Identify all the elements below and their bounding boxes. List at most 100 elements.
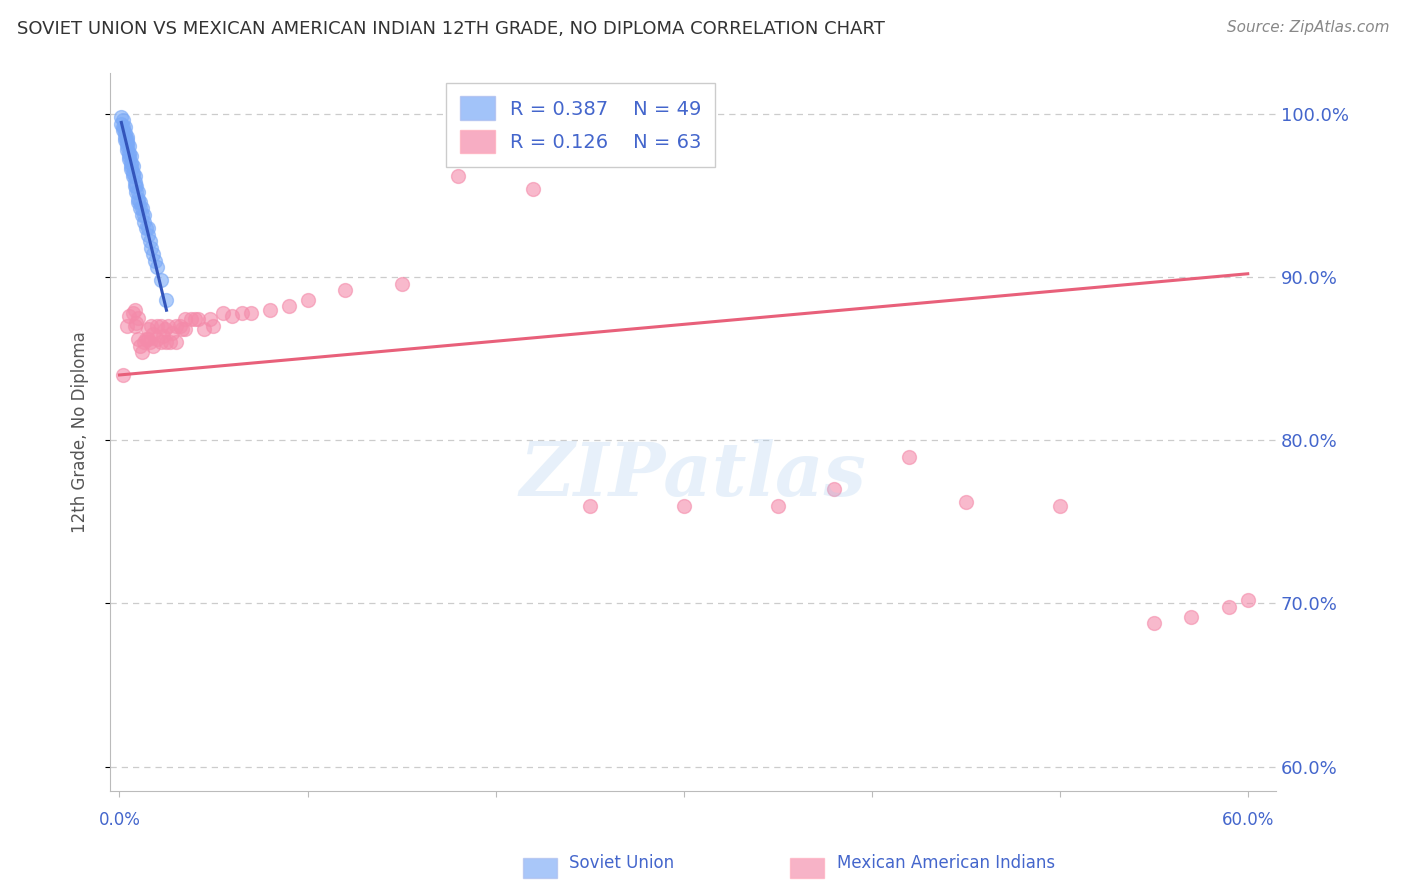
Point bbox=[1236, 593, 1258, 607]
Point bbox=[127, 310, 149, 325]
Point bbox=[1049, 499, 1071, 513]
Point bbox=[118, 149, 141, 163]
Point bbox=[125, 178, 148, 193]
Point bbox=[127, 185, 149, 199]
Point bbox=[193, 322, 215, 336]
Point bbox=[202, 318, 225, 333]
Point bbox=[120, 162, 142, 177]
Point bbox=[124, 169, 146, 183]
Point bbox=[1143, 616, 1166, 631]
Point bbox=[136, 322, 159, 336]
Point bbox=[115, 129, 138, 144]
Point bbox=[391, 277, 413, 291]
Text: SOVIET UNION VS MEXICAN AMERICAN INDIAN 12TH GRADE, NO DIPLOMA CORRELATION CHART: SOVIET UNION VS MEXICAN AMERICAN INDIAN … bbox=[17, 20, 884, 37]
Point bbox=[135, 332, 157, 346]
Point bbox=[131, 208, 153, 222]
Point bbox=[155, 293, 177, 307]
Point bbox=[115, 143, 138, 157]
Point bbox=[132, 208, 155, 222]
Point bbox=[115, 133, 138, 147]
Text: Mexican American Indians: Mexican American Indians bbox=[837, 855, 1054, 872]
Text: 0.0%: 0.0% bbox=[98, 811, 141, 829]
Point bbox=[174, 312, 197, 326]
Point bbox=[118, 309, 141, 323]
Point bbox=[170, 322, 193, 336]
Point bbox=[1218, 599, 1240, 614]
Point bbox=[141, 318, 163, 333]
Point bbox=[136, 227, 159, 242]
Point bbox=[212, 306, 235, 320]
Point bbox=[135, 221, 157, 235]
Point bbox=[153, 322, 176, 336]
Point bbox=[118, 139, 141, 153]
Point bbox=[121, 165, 143, 179]
Point bbox=[142, 327, 165, 342]
Point bbox=[138, 234, 160, 248]
Point bbox=[112, 368, 135, 382]
Point bbox=[110, 110, 132, 124]
Point bbox=[125, 185, 148, 199]
Point bbox=[120, 159, 142, 173]
Point bbox=[127, 192, 149, 206]
Point bbox=[110, 117, 132, 131]
Point bbox=[823, 482, 845, 496]
Point bbox=[142, 338, 165, 352]
Point bbox=[121, 159, 143, 173]
Point bbox=[766, 499, 789, 513]
Point bbox=[955, 495, 977, 509]
Point bbox=[169, 318, 191, 333]
Point bbox=[118, 145, 141, 160]
Point bbox=[112, 113, 135, 128]
Point bbox=[124, 178, 146, 193]
Point bbox=[141, 241, 163, 255]
Point bbox=[114, 127, 136, 141]
Point bbox=[149, 273, 172, 287]
Point bbox=[114, 133, 136, 147]
Point bbox=[121, 169, 143, 183]
Point bbox=[138, 335, 160, 350]
Point bbox=[160, 326, 183, 340]
Point bbox=[121, 306, 143, 320]
Text: ZIPatlas: ZIPatlas bbox=[520, 439, 866, 511]
Point bbox=[155, 335, 177, 350]
Y-axis label: 12th Grade, No Diploma: 12th Grade, No Diploma bbox=[72, 331, 89, 533]
Point bbox=[131, 202, 153, 216]
Point bbox=[112, 123, 135, 137]
Point bbox=[129, 202, 152, 216]
Text: Source: ZipAtlas.com: Source: ZipAtlas.com bbox=[1226, 20, 1389, 35]
Point bbox=[131, 345, 153, 359]
Point bbox=[333, 283, 356, 297]
Point bbox=[118, 153, 141, 167]
Point bbox=[578, 499, 600, 513]
Point bbox=[142, 247, 165, 261]
Point bbox=[149, 335, 172, 350]
Point bbox=[124, 302, 146, 317]
Point bbox=[127, 332, 149, 346]
Point bbox=[198, 312, 221, 326]
Point bbox=[522, 182, 544, 196]
Point bbox=[259, 302, 281, 317]
Point bbox=[183, 312, 205, 326]
Point bbox=[132, 335, 155, 350]
Point bbox=[159, 335, 181, 350]
Point bbox=[187, 312, 209, 326]
Point bbox=[120, 149, 142, 163]
Point bbox=[174, 322, 197, 336]
Point bbox=[447, 169, 470, 183]
Point bbox=[132, 214, 155, 228]
Point bbox=[114, 120, 136, 134]
Point bbox=[180, 312, 202, 326]
Point bbox=[165, 318, 187, 333]
Point bbox=[127, 194, 149, 209]
Point bbox=[157, 318, 180, 333]
Point bbox=[165, 335, 187, 350]
Legend: R = 0.387    N = 49, R = 0.126    N = 63: R = 0.387 N = 49, R = 0.126 N = 63 bbox=[446, 83, 716, 167]
Point bbox=[120, 155, 142, 169]
Point bbox=[277, 300, 299, 314]
Point bbox=[146, 318, 169, 333]
Point bbox=[129, 194, 152, 209]
Point bbox=[149, 318, 172, 333]
Point bbox=[297, 293, 319, 307]
Text: Soviet Union: Soviet Union bbox=[569, 855, 675, 872]
Point bbox=[136, 221, 159, 235]
